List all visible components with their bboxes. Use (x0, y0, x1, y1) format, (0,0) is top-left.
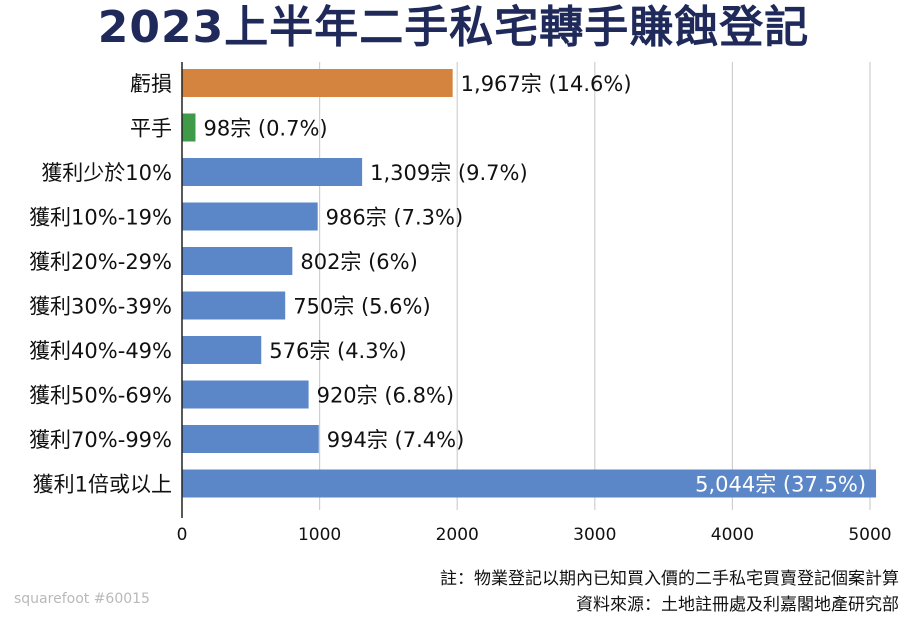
bar (182, 247, 293, 275)
category-label: 獲利40%-49% (29, 339, 172, 363)
x-tick-label: 2000 (436, 525, 479, 545)
bar (182, 113, 196, 142)
bar (182, 158, 363, 186)
x-tick-label: 3000 (573, 525, 616, 545)
data-label: 802宗 (6%) (300, 250, 417, 274)
x-tick-label: 5000 (848, 525, 891, 545)
bar (182, 336, 262, 364)
data-label: 986宗 (7.3%) (326, 206, 464, 230)
category-label: 獲利10%-19% (29, 206, 172, 230)
category-label: 平手 (130, 117, 172, 141)
chart-title: 2023上半年二手私宅轉手賺蝕登記 (97, 2, 810, 53)
footnote-note: 註：物業登記以期內已知買入價的二手私宅買賣登記個案計算 (440, 569, 899, 589)
category-label: 獲利少於10% (41, 161, 172, 185)
bar (182, 291, 286, 320)
category-label: 獲利50%-69% (29, 384, 172, 408)
bar (182, 380, 309, 409)
category-label: 獲利20%-29% (29, 250, 172, 274)
x-tick-label: 4000 (711, 525, 754, 545)
data-label: 576宗 (4.3%) (269, 339, 407, 363)
data-label: 98宗 (0.7%) (203, 117, 327, 141)
category-label: 獲利1倍或以上 (33, 473, 172, 497)
data-label: 994宗 (7.4%) (327, 428, 465, 452)
watermark: squarefoot #60015 (14, 591, 150, 607)
x-tick-label: 0 (177, 525, 188, 545)
category-label: 獲利70%-99% (29, 428, 172, 452)
bar (182, 469, 877, 498)
footnote-source: 資料來源：土地註冊處及利嘉閣地產研究部 (576, 595, 899, 615)
data-label: 920宗 (6.8%) (317, 384, 455, 408)
data-label: 1,967宗 (14.6%) (461, 72, 632, 96)
bar (182, 425, 319, 453)
x-tick-label: 1000 (298, 525, 341, 545)
data-label: 1,309宗 (9.7%) (370, 161, 528, 185)
data-label: 750宗 (5.6%) (293, 295, 431, 319)
bar (182, 202, 318, 231)
bar (182, 69, 453, 97)
data-label: 5,044宗 (37.5%) (695, 473, 866, 497)
category-label: 虧損 (130, 72, 172, 96)
category-label: 獲利30%-39% (29, 295, 172, 319)
